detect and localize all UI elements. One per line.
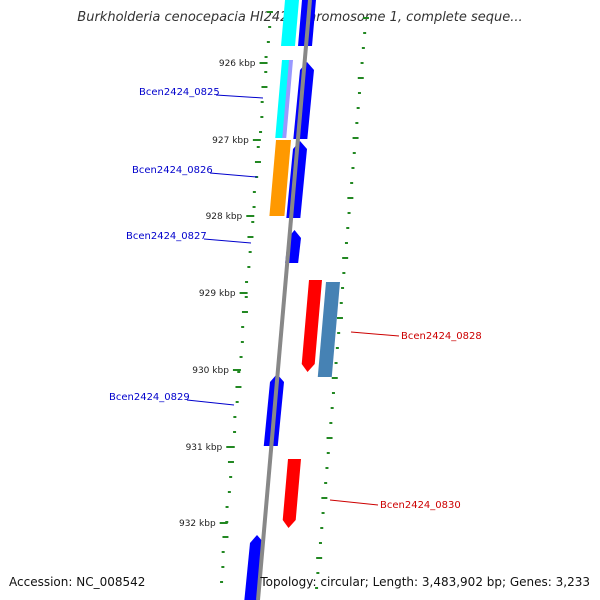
gene-label-bcen2424-0828[interactable]: Bcen2424_0828 <box>401 331 482 342</box>
accession-text: Accession: NC_008542 <box>9 575 146 589</box>
feature-steelblue-0828[interactable] <box>317 282 340 377</box>
label-leader-line <box>329 499 379 506</box>
gc-skew-track-left <box>220 11 273 583</box>
gene-label-bcen2424-0827[interactable]: Bcen2424_0827 <box>126 231 207 242</box>
tick-label: 931 kbp <box>186 443 223 453</box>
label-leader-line <box>350 331 400 337</box>
tick-label: 927 kbp <box>212 136 249 146</box>
tick-label: 930 kbp <box>192 366 229 376</box>
label-leader-line <box>203 238 252 244</box>
chromosome-backbone <box>256 0 312 600</box>
feature-track[interactable] <box>244 0 340 600</box>
map-title: Burkholderia cenocepacia HI2424 chromoso… <box>77 10 523 25</box>
tick-label: 926 kbp <box>219 59 256 69</box>
tick-label: 928 kbp <box>206 212 243 222</box>
feature-cyan-top[interactable] <box>281 0 299 46</box>
label-leader-line <box>186 399 235 406</box>
label-leader-line <box>215 94 264 99</box>
cds-arrow-bcen2424-0830[interactable] <box>282 459 301 528</box>
gc-skew-track-right <box>315 17 369 589</box>
gene-label-bcen2424-0829[interactable]: Bcen2424_0829 <box>109 392 190 403</box>
gene-label-bcen2424-0830[interactable]: Bcen2424_0830 <box>380 500 461 511</box>
gene-label-bcen2424-0825[interactable]: Bcen2424_0825 <box>139 87 220 98</box>
feature-light-0825[interactable] <box>282 60 293 138</box>
gene-labels[interactable]: Bcen2424_0825 Bcen2424_0826 Bcen2424_0827 B… <box>109 87 482 511</box>
tick-label: 929 kbp <box>199 289 236 299</box>
label-leader-line <box>209 172 258 178</box>
feature-cyan-0825[interactable] <box>275 60 290 138</box>
feature-orange-0826[interactable] <box>269 140 291 216</box>
gene-label-bcen2424-0826[interactable]: Bcen2424_0826 <box>132 165 213 176</box>
genome-summary-text: Topology: circular; Length: 3,483,902 bp… <box>260 575 590 589</box>
tick-label: 932 kbp <box>179 519 216 529</box>
cds-arrow-bcen2424-0828[interactable] <box>301 280 322 372</box>
ruler-ticks: 926 kbp 927 kbp 928 kbp 929 kbp 930 kbp 931 k… <box>179 59 268 529</box>
